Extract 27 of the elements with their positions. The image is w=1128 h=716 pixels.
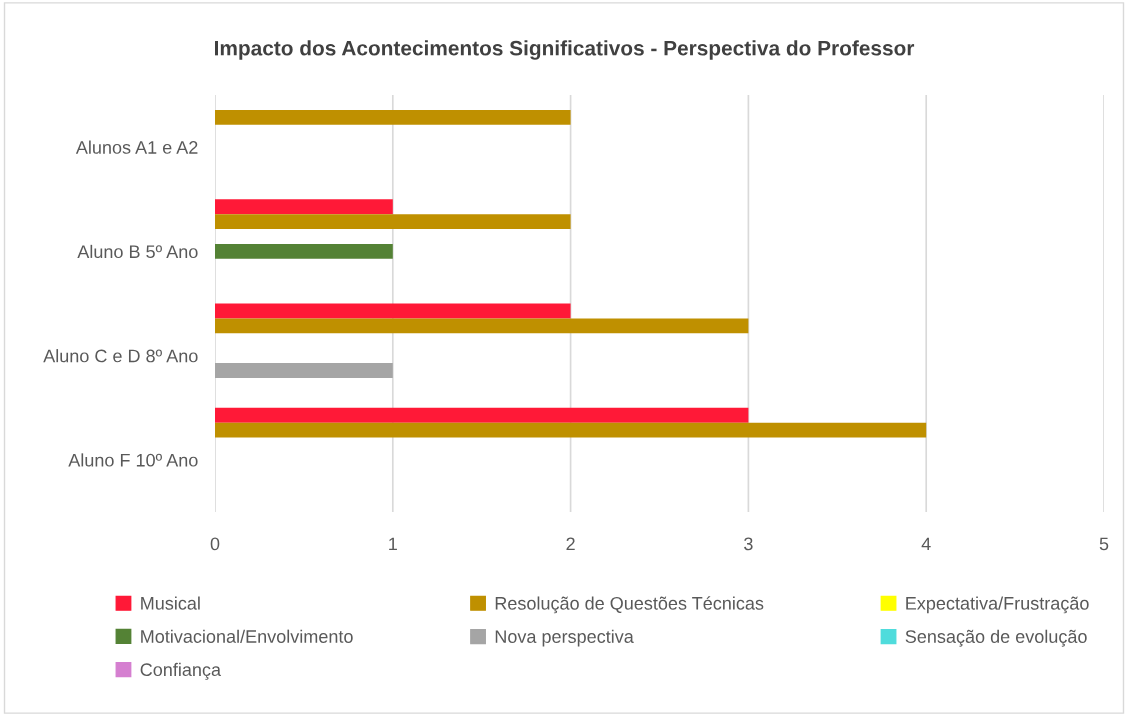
bar: [215, 407, 749, 423]
x-tick-label: 2: [566, 537, 575, 551]
legend-label: Nova perspectiva: [495, 629, 634, 647]
x-tick-label: 3: [744, 537, 753, 551]
y-tick-label: Aluno B 5º Ano: [77, 244, 198, 259]
legend-label: Expectativa/Frustração: [906, 596, 1089, 614]
bar: [215, 214, 571, 230]
legend-label: Motivacional/Envolvimento: [141, 629, 353, 643]
y-tick-label: Aluno F 10º Ano: [68, 453, 198, 467]
bar: [215, 243, 393, 259]
legend-label: Sensação de evolução: [905, 629, 1087, 647]
bar: [215, 318, 749, 334]
chart-title: Impacto dos Acontecimentos Significativos - Perspectiva do Professor: [215, 40, 915, 60]
y-tick-label: Alunos A1 e A2: [75, 140, 198, 154]
legend-label: Musical: [141, 596, 200, 610]
bar: [215, 199, 393, 215]
y-tick-label: Aluno C e D 8º Ano: [43, 349, 198, 363]
bar: [215, 422, 927, 438]
x-tick-label: 1: [389, 537, 397, 551]
bar: [215, 303, 571, 319]
x-tick-label: 0: [210, 537, 220, 551]
x-tick-label: 4: [921, 537, 931, 551]
x-tick-label: 5: [1099, 537, 1109, 551]
legend-label: Resolução de Questões Técnicas: [495, 596, 764, 614]
legend-label: Confiança: [140, 662, 222, 680]
bar: [215, 363, 393, 378]
bar: [215, 109, 571, 125]
